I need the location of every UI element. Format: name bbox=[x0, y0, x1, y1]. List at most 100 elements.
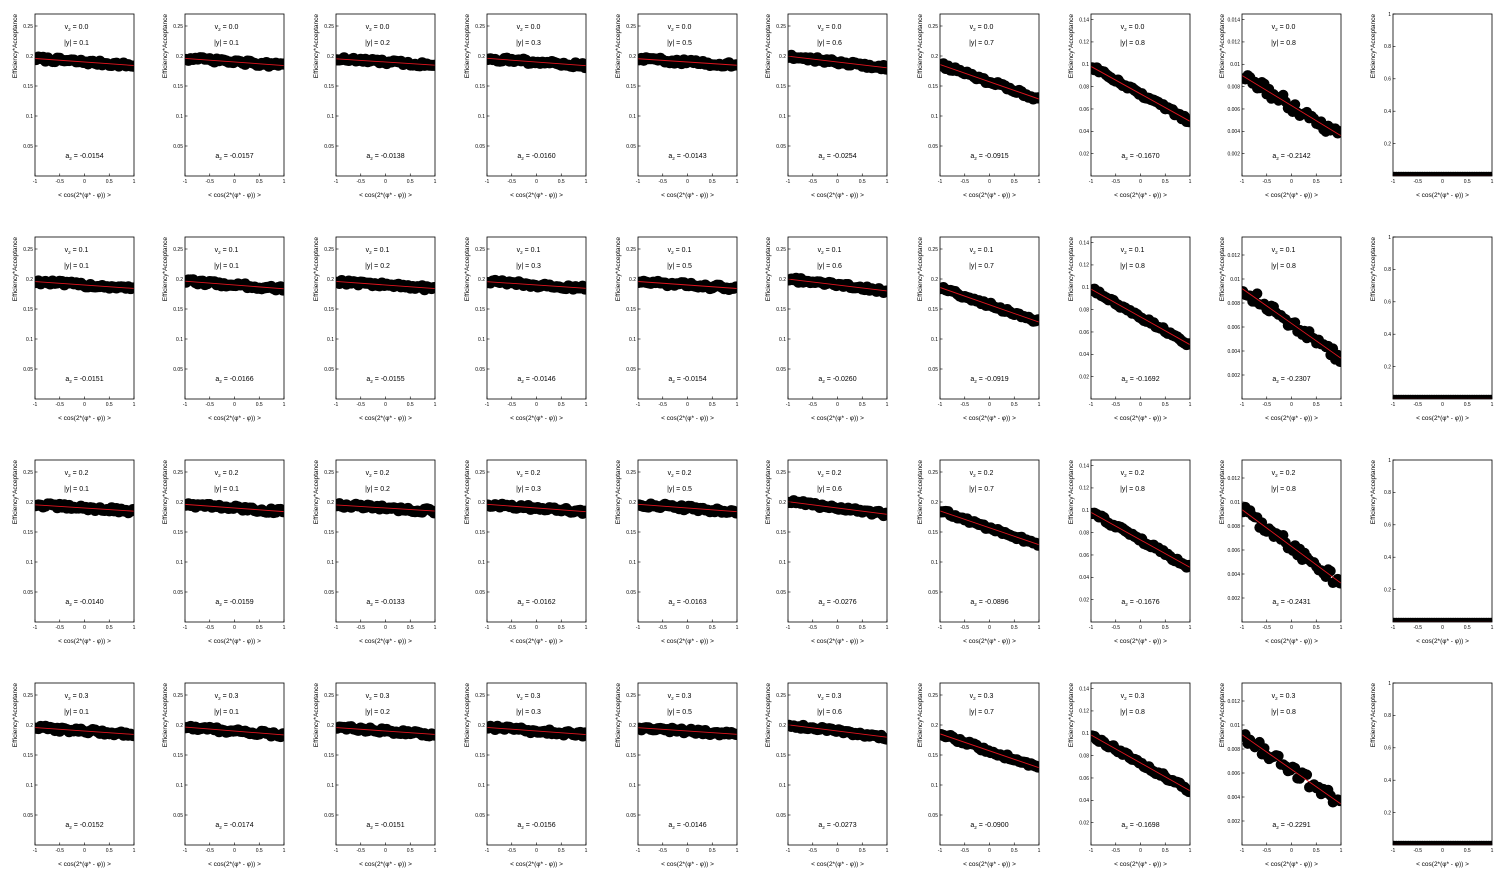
x-tick-label: 0 bbox=[83, 402, 86, 408]
x-tick-label: 1 bbox=[736, 179, 739, 185]
y-tick-label: 0.15 bbox=[626, 530, 636, 536]
x-tick-label: -1 bbox=[334, 402, 339, 408]
panel-r3-c0: 0.05 0.1 0.15 0.2 0.25 -1 -0.5 0 0.5 1 Efficiency*… bbox=[12, 682, 136, 868]
y-tick-label: 0.6 bbox=[1384, 523, 1391, 529]
y-tick-label: 0.8 bbox=[1384, 267, 1391, 273]
x-tick-label: -1 bbox=[938, 179, 943, 185]
y-tick-label: 0.15 bbox=[23, 530, 33, 536]
y-axis-label: Efficiency*Acceptance bbox=[1068, 460, 1075, 525]
v2-annotation: v2 = 0.3 bbox=[970, 693, 994, 701]
y-tick-label: 0.05 bbox=[173, 367, 183, 373]
v2-annotation: v2 = 0.3 bbox=[818, 693, 842, 701]
x-tick-label: 0 bbox=[988, 179, 991, 185]
a2-annotation: a2 = -0.0133 bbox=[366, 599, 404, 607]
y-tick-label: 0.1 bbox=[327, 560, 334, 566]
y-tick-label: 0.2 bbox=[779, 500, 786, 506]
y-axis-label: Efficiency*Acceptance bbox=[917, 14, 924, 79]
y-axis-label: Efficiency*Acceptance bbox=[1219, 683, 1226, 748]
x-axis-label: < cos(2*(φ* - φ)) > bbox=[661, 861, 714, 868]
y-tick-label: 0.8 bbox=[1384, 44, 1391, 50]
x-tick-label: -1 bbox=[183, 179, 188, 185]
y-tick-label: 0.15 bbox=[324, 753, 334, 759]
y-tick-label: 0.2 bbox=[931, 500, 938, 506]
x-tick-label: 0.5 bbox=[1313, 848, 1320, 854]
rapidity-annotation: |y| = 0.8 bbox=[1271, 709, 1296, 716]
x-tick-label: -0.5 bbox=[356, 848, 365, 854]
data-point bbox=[730, 507, 737, 519]
v2-annotation: v2 = 0.2 bbox=[517, 470, 541, 478]
y-tick-label: 0.01 bbox=[1230, 500, 1240, 506]
x-axis-label: < cos(2*(φ* - φ)) > bbox=[661, 415, 714, 422]
x-tick-label: 0.5 bbox=[859, 179, 866, 185]
x-tick-label: 1 bbox=[434, 402, 437, 408]
x-tick-label: 0 bbox=[384, 179, 387, 185]
v2-annotation: v2 = 0.1 bbox=[215, 247, 239, 255]
data-point bbox=[880, 507, 887, 519]
rapidity-annotation: |y| = 0.1 bbox=[214, 40, 239, 47]
y-tick-label: 0.05 bbox=[626, 590, 636, 596]
x-tick-label: 0.5 bbox=[859, 402, 866, 408]
y-axis-label: Efficiency*Acceptance bbox=[464, 14, 471, 79]
rapidity-annotation: |y| = 0.3 bbox=[516, 263, 541, 270]
x-tick-label: -0.5 bbox=[1413, 179, 1422, 185]
x-tick-label: -1 bbox=[1391, 179, 1396, 185]
plot-frame bbox=[34, 682, 135, 846]
a2-annotation: a2 = -0.0160 bbox=[517, 153, 555, 161]
y-tick-label: 0.05 bbox=[626, 367, 636, 373]
x-tick-label: 0 bbox=[535, 179, 538, 185]
y-axis-label: Efficiency*Acceptance bbox=[765, 237, 772, 302]
y-tick-label: 0.05 bbox=[23, 367, 33, 373]
x-tick-label: 1 bbox=[585, 848, 588, 854]
y-tick-label: 0.8 bbox=[1384, 490, 1391, 496]
y-tick-label: 0.01 bbox=[1230, 723, 1240, 729]
y-tick-label: 0.15 bbox=[776, 530, 786, 536]
y-axis-label: Efficiency*Acceptance bbox=[162, 237, 169, 302]
y-tick-label: 0.1 bbox=[176, 337, 183, 343]
x-tick-label: 1 bbox=[1340, 625, 1343, 631]
y-tick-label: 0.1 bbox=[478, 560, 485, 566]
y-tick-label: 0.1 bbox=[327, 337, 334, 343]
a2-annotation: a2 = -0.0143 bbox=[668, 153, 706, 161]
x-tick-label: -1 bbox=[786, 848, 791, 854]
data-point bbox=[1325, 565, 1336, 577]
y-tick-label: 0.014 bbox=[1227, 17, 1240, 23]
fit-line bbox=[940, 510, 1039, 546]
a2-annotation: a2 = -0.0140 bbox=[65, 599, 103, 607]
x-tick-label: -1 bbox=[334, 625, 339, 631]
x-tick-label: 0.5 bbox=[558, 402, 565, 408]
panel-r0-c5: 0.05 0.1 0.15 0.2 0.25 -1 -0.5 0 0.5 1 Efficiency*… bbox=[765, 13, 889, 199]
y-tick-label: 0.04 bbox=[1079, 129, 1089, 135]
data-point bbox=[1486, 171, 1492, 176]
a2-annotation: a2 = -0.0151 bbox=[366, 822, 404, 830]
y-tick-label: 0.012 bbox=[1227, 40, 1240, 46]
x-tick-label: -1 bbox=[636, 402, 641, 408]
y-tick-label: 0.25 bbox=[324, 470, 334, 476]
fit-line bbox=[1091, 511, 1190, 568]
y-tick-label: 0.15 bbox=[173, 530, 183, 536]
plot-frame bbox=[34, 459, 135, 623]
x-tick-label: -1 bbox=[33, 625, 38, 631]
y-tick-label: 0.05 bbox=[776, 144, 786, 150]
y-tick-label: 0.1 bbox=[779, 114, 786, 120]
rapidity-annotation: |y| = 0.5 bbox=[667, 40, 692, 47]
x-tick-label: 1 bbox=[1038, 402, 1041, 408]
y-tick-label: 0.25 bbox=[776, 693, 786, 699]
v2-annotation: v2 = 0.0 bbox=[818, 24, 842, 32]
panel-r2-c5: 0.05 0.1 0.15 0.2 0.25 -1 -0.5 0 0.5 1 Efficiency*… bbox=[765, 459, 889, 645]
y-axis-label: Efficiency*Acceptance bbox=[917, 683, 924, 748]
y-tick-label: 0.2 bbox=[327, 500, 334, 506]
x-tick-label: 1 bbox=[585, 402, 588, 408]
x-tick-label: 0 bbox=[83, 625, 86, 631]
x-tick-label: 0.5 bbox=[1162, 625, 1169, 631]
y-tick-label: 0.25 bbox=[475, 24, 485, 30]
x-axis-label: < cos(2*(φ* - φ)) > bbox=[1265, 192, 1318, 199]
plot-frame bbox=[637, 459, 738, 623]
y-tick-label: 0.1 bbox=[176, 560, 183, 566]
x-tick-label: -1 bbox=[938, 848, 943, 854]
x-tick-label: -0.5 bbox=[356, 625, 365, 631]
x-tick-label: 0 bbox=[686, 625, 689, 631]
fit-line bbox=[336, 58, 435, 66]
x-tick-label: 0.5 bbox=[407, 402, 414, 408]
plot-frame bbox=[34, 13, 135, 177]
data-point bbox=[579, 61, 586, 74]
